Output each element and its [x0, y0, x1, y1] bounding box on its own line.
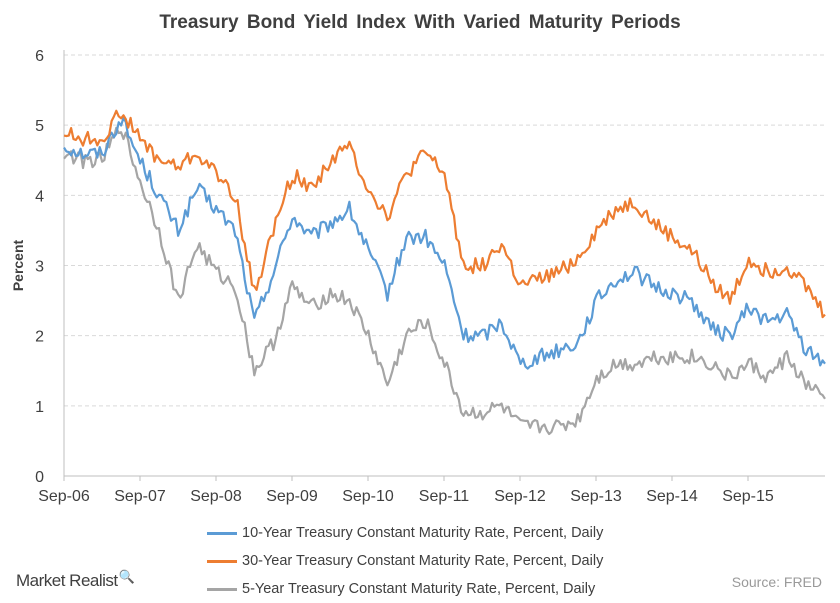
y-tick-label: 4: [35, 188, 44, 205]
legend-label-30-year: 30-Year Treasury Constant Maturity Rate,…: [242, 553, 604, 569]
x-tick-label: Sep-14: [646, 488, 698, 505]
legend-label-5-year: 5-Year Treasury Constant Maturity Rate, …: [242, 581, 596, 597]
brand-logo: Market Realist🔍: [16, 569, 135, 591]
legend-item-30-year: 30-Year Treasury Constant Maturity Rate,…: [207, 547, 603, 575]
legend-swatch-5-year: [207, 587, 237, 591]
y-tick-label: 1: [35, 399, 44, 416]
x-tick-label: Sep-12: [494, 488, 546, 505]
x-tick-label: Sep-15: [722, 488, 774, 505]
x-tick-label: Sep-06: [38, 488, 90, 505]
legend-label-10-year: 10-Year Treasury Constant Maturity Rate,…: [242, 525, 604, 541]
source-note: Source: FRED: [731, 574, 822, 590]
x-tick-label: Sep-09: [266, 488, 318, 505]
brand-text: Market Realist: [16, 571, 118, 590]
x-tick-label: Sep-08: [190, 488, 242, 505]
y-tick-label: 6: [35, 48, 44, 65]
series-line-10-year: [63, 116, 826, 370]
chart-title: Treasury Bond Yield Index With Varied Ma…: [159, 12, 681, 33]
legend: 10-Year Treasury Constant Maturity Rate,…: [207, 519, 603, 603]
magnifier-icon: 🔍: [118, 569, 135, 584]
legend-item-5-year: 5-Year Treasury Constant Maturity Rate, …: [207, 575, 603, 603]
y-tick-label: 0: [35, 469, 44, 486]
y-tick-label: 2: [35, 329, 44, 346]
x-tick-label: Sep-11: [419, 488, 470, 505]
legend-item-10-year: 10-Year Treasury Constant Maturity Rate,…: [207, 519, 603, 547]
legend-swatch-30-year: [207, 559, 237, 563]
series-line-30-year: [63, 109, 826, 319]
y-tick-label: 5: [35, 118, 44, 135]
x-tick-label: Sep-10: [342, 488, 394, 505]
y-tick-label: 3: [35, 259, 44, 276]
x-tick-label: Sep-13: [570, 488, 622, 505]
y-axis-title: Percent: [10, 239, 26, 291]
x-tick-label: Sep-07: [114, 488, 166, 505]
series-line-5-year: [63, 126, 826, 436]
legend-swatch-10-year: [207, 531, 237, 535]
